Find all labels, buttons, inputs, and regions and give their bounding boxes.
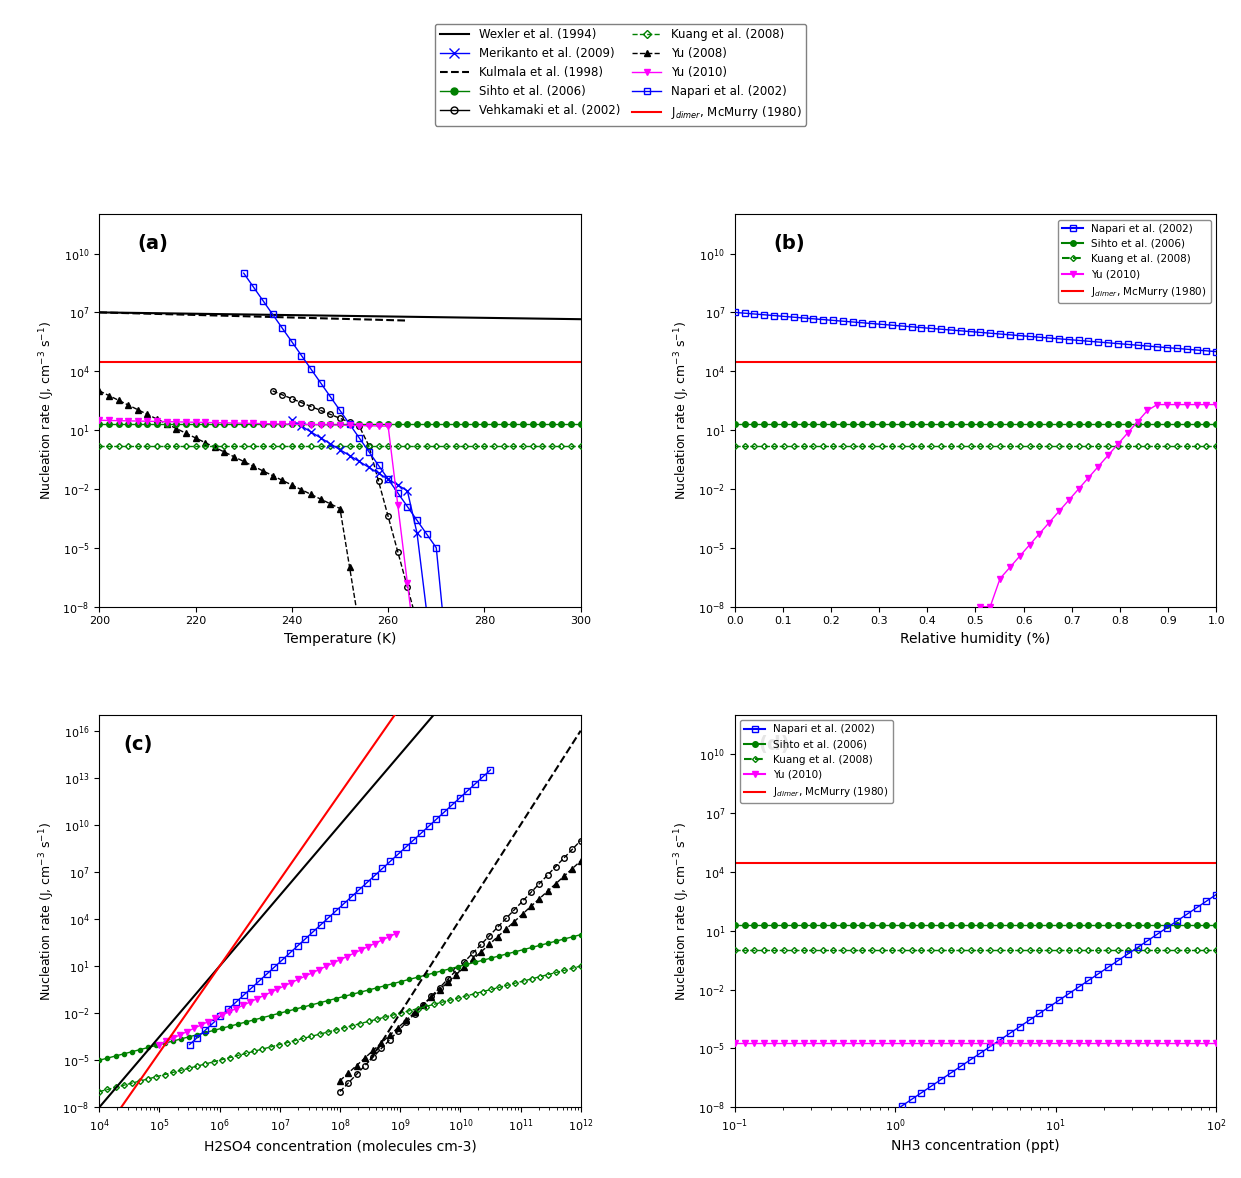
Text: (a): (a) [138,234,169,253]
Text: (b): (b) [773,234,805,253]
Y-axis label: Nucleation rate (J, cm$^{-3}$ s$^{-1}$): Nucleation rate (J, cm$^{-3}$ s$^{-1}$) [673,322,692,499]
Legend: Napari et al. (2002), Sihto et al. (2006), Kuang et al. (2008), Yu (2010), J$_{d: Napari et al. (2002), Sihto et al. (2006… [740,720,894,803]
Y-axis label: Nucleation rate (J, cm$^{-3}$ s$^{-1}$): Nucleation rate (J, cm$^{-3}$ s$^{-1}$) [37,822,57,1000]
Y-axis label: Nucleation rate (J, cm$^{-3}$ s$^{-1}$): Nucleation rate (J, cm$^{-3}$ s$^{-1}$) [37,322,57,499]
Text: (c): (c) [123,735,153,754]
Y-axis label: Nucleation rate (J, cm$^{-3}$ s$^{-1}$): Nucleation rate (J, cm$^{-3}$ s$^{-1}$) [673,822,692,1000]
X-axis label: Relative humidity (%): Relative humidity (%) [900,631,1051,646]
Text: (d): (d) [758,735,791,754]
X-axis label: Temperature (K): Temperature (K) [284,631,396,646]
Legend: Napari et al. (2002), Sihto et al. (2006), Kuang et al. (2008), Yu (2010), J$_{d: Napari et al. (2002), Sihto et al. (2006… [1059,219,1211,303]
X-axis label: NH3 concentration (ppt): NH3 concentration (ppt) [891,1139,1060,1153]
X-axis label: H2SO4 concentration (molecules cm-3): H2SO4 concentration (molecules cm-3) [204,1139,477,1153]
Legend: Wexler et al. (1994), Merikanto et al. (2009), Kulmala et al. (1998), Sihto et a: Wexler et al. (1994), Merikanto et al. (… [434,24,807,126]
